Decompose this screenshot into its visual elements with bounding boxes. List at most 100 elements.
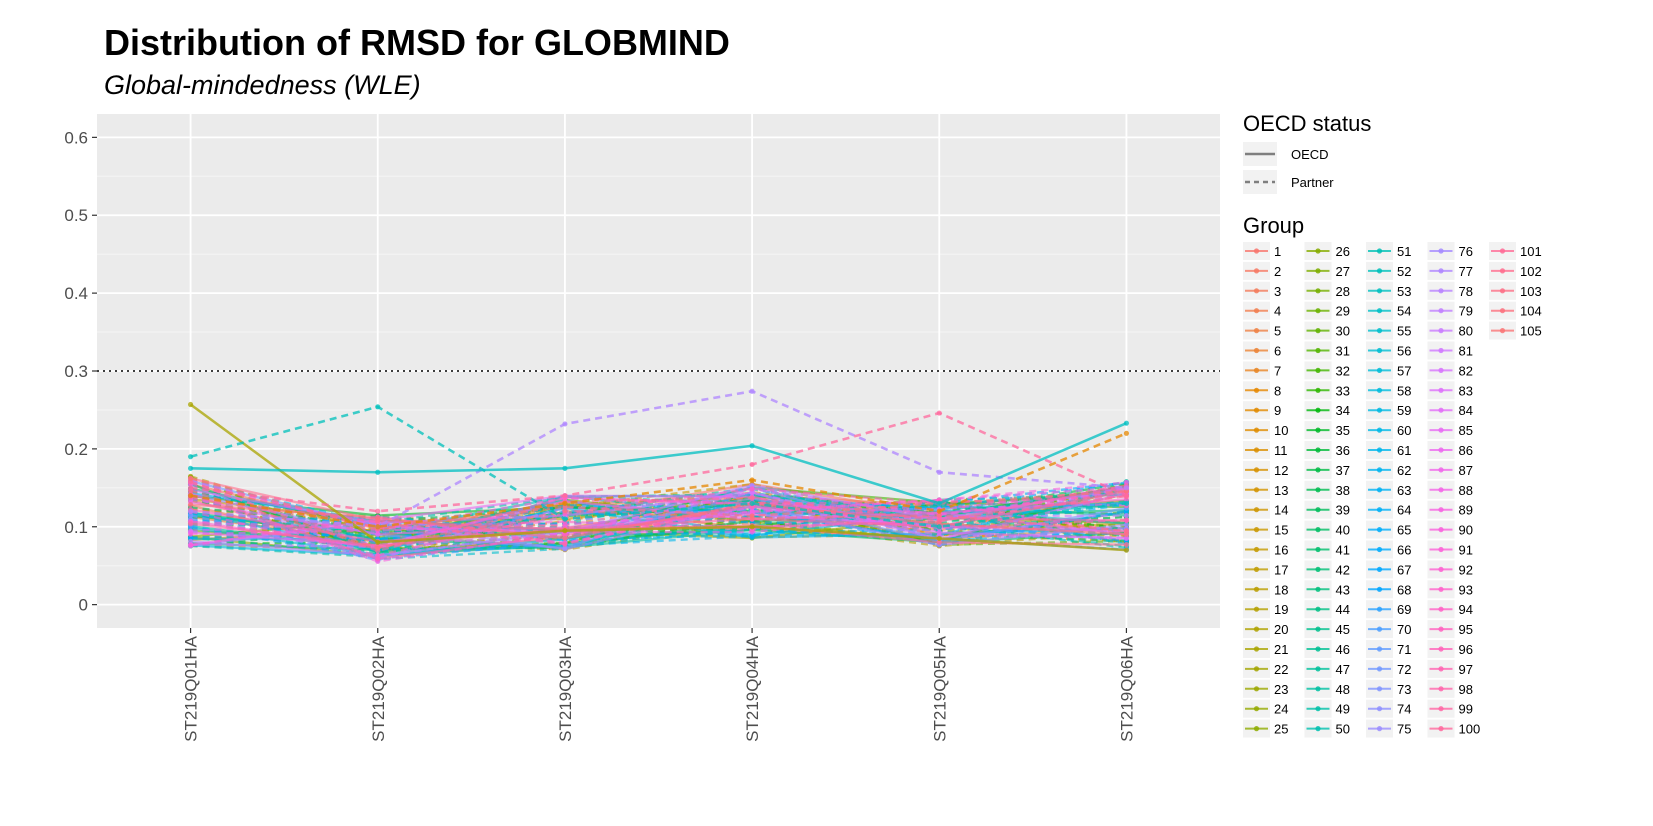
data-point xyxy=(375,524,381,530)
data-point xyxy=(562,421,568,427)
legend-color-point xyxy=(1315,268,1321,274)
legend-group-label: 40 xyxy=(1336,523,1350,538)
data-point xyxy=(749,495,755,501)
data-point xyxy=(749,509,755,515)
series-52 xyxy=(187,404,1130,530)
data-point xyxy=(375,556,381,562)
series-line xyxy=(190,432,1127,529)
legend-color-point xyxy=(1253,308,1260,314)
data-point xyxy=(562,500,568,506)
data-point xyxy=(562,465,568,471)
data-point xyxy=(187,485,194,491)
y-tick-label: 0.1 xyxy=(64,518,88,537)
legend-group-label: 68 xyxy=(1397,582,1411,597)
data-point xyxy=(1123,542,1130,548)
series-line xyxy=(190,421,1127,505)
legend-group-label: 85 xyxy=(1459,423,1473,438)
legend-group-label: 55 xyxy=(1397,324,1411,339)
data-point xyxy=(562,541,568,547)
legend-color-point xyxy=(1499,248,1506,254)
legend-group-label: 58 xyxy=(1397,383,1411,398)
chart-title: Distribution of RMSD for GLOBMIND xyxy=(104,22,730,63)
legend-group-label: 13 xyxy=(1274,483,1288,498)
legend-group-label: 64 xyxy=(1397,503,1411,518)
legend-color-point xyxy=(1253,447,1260,453)
data-point xyxy=(187,501,194,508)
legend-color-point xyxy=(1253,527,1260,533)
data-point xyxy=(562,546,568,552)
legend-group-label: 27 xyxy=(1336,264,1350,279)
legend-group-label: 44 xyxy=(1336,602,1350,617)
legend-group-label: 67 xyxy=(1397,562,1411,577)
legend-color-point xyxy=(1253,566,1260,573)
legend-group-label: 87 xyxy=(1459,463,1473,478)
legend-color-point xyxy=(1438,427,1444,433)
data-point xyxy=(375,515,381,521)
series-group xyxy=(187,388,1130,564)
legend-color-point xyxy=(1253,686,1260,692)
data-point xyxy=(1123,512,1130,519)
legend-group-label: 47 xyxy=(1336,662,1350,677)
legend-color-point xyxy=(1315,407,1321,413)
legend-group-label: 9 xyxy=(1274,403,1281,418)
data-point xyxy=(749,443,755,449)
legend-group-label: 82 xyxy=(1459,363,1473,378)
legend-group-label: 31 xyxy=(1336,344,1350,359)
legend-color-point xyxy=(1253,427,1260,433)
legend-color-point xyxy=(1315,328,1321,334)
legend-group-label: 52 xyxy=(1397,264,1411,279)
legend-group-label: 49 xyxy=(1336,702,1350,717)
legend-color-point xyxy=(1253,487,1260,493)
legend-color-point xyxy=(1438,507,1444,513)
series-line xyxy=(190,483,1127,557)
legend-color-point xyxy=(1499,268,1506,274)
legend-group-label: 25 xyxy=(1274,722,1288,737)
data-point xyxy=(187,493,194,499)
legend-color-point xyxy=(1253,268,1260,274)
legend-group-label: 1 xyxy=(1274,244,1281,259)
legend-group-label: 84 xyxy=(1459,403,1473,418)
legend-color-point xyxy=(1253,288,1260,294)
legend-color-point xyxy=(1438,467,1444,473)
data-point xyxy=(562,535,568,541)
legend-group-label: 77 xyxy=(1459,264,1473,279)
series-line xyxy=(190,405,1127,529)
legend-group-label: 97 xyxy=(1459,662,1473,677)
series-line xyxy=(190,411,1127,513)
legend-group-label: 59 xyxy=(1397,403,1411,418)
data-point xyxy=(749,482,755,488)
legend-group-label: 14 xyxy=(1274,503,1288,518)
legend-color-point xyxy=(1438,566,1444,573)
legend-group-label: 62 xyxy=(1397,463,1411,478)
legend-group-label: 51 xyxy=(1397,244,1411,259)
data-point xyxy=(187,542,194,548)
x-tick-label: ST219Q05HA xyxy=(930,635,949,741)
legend-group-label: 78 xyxy=(1459,284,1473,299)
legend-color-point xyxy=(1438,248,1444,254)
data-point xyxy=(749,500,755,506)
data-point xyxy=(375,469,381,475)
legend-color-point xyxy=(1376,447,1383,453)
legend-group-label: 24 xyxy=(1274,702,1288,717)
linetype-legend-title: OECD status xyxy=(1243,111,1371,136)
legend-color-point xyxy=(1315,487,1321,493)
legend-group-label: 37 xyxy=(1336,463,1350,478)
legend-color-point xyxy=(1315,586,1321,592)
data-point xyxy=(375,545,381,551)
legend-group-label: 76 xyxy=(1459,244,1473,259)
data-point xyxy=(936,512,942,518)
legend-color-point xyxy=(1438,606,1444,612)
legend-color-point xyxy=(1438,666,1444,672)
legend-group-label: 92 xyxy=(1459,562,1473,577)
data-point xyxy=(1123,522,1130,528)
plot-panel xyxy=(97,114,1220,628)
legend-group-label: 19 xyxy=(1274,602,1288,617)
data-point xyxy=(1123,547,1130,553)
x-tick-label: ST219Q02HA xyxy=(369,635,388,741)
legend-group-label: 34 xyxy=(1336,403,1350,418)
series-line xyxy=(190,480,1127,553)
legend-color-point xyxy=(1438,288,1444,294)
data-point xyxy=(936,529,942,536)
legend-group-label: 95 xyxy=(1459,622,1473,637)
legend-color-point xyxy=(1438,407,1444,413)
